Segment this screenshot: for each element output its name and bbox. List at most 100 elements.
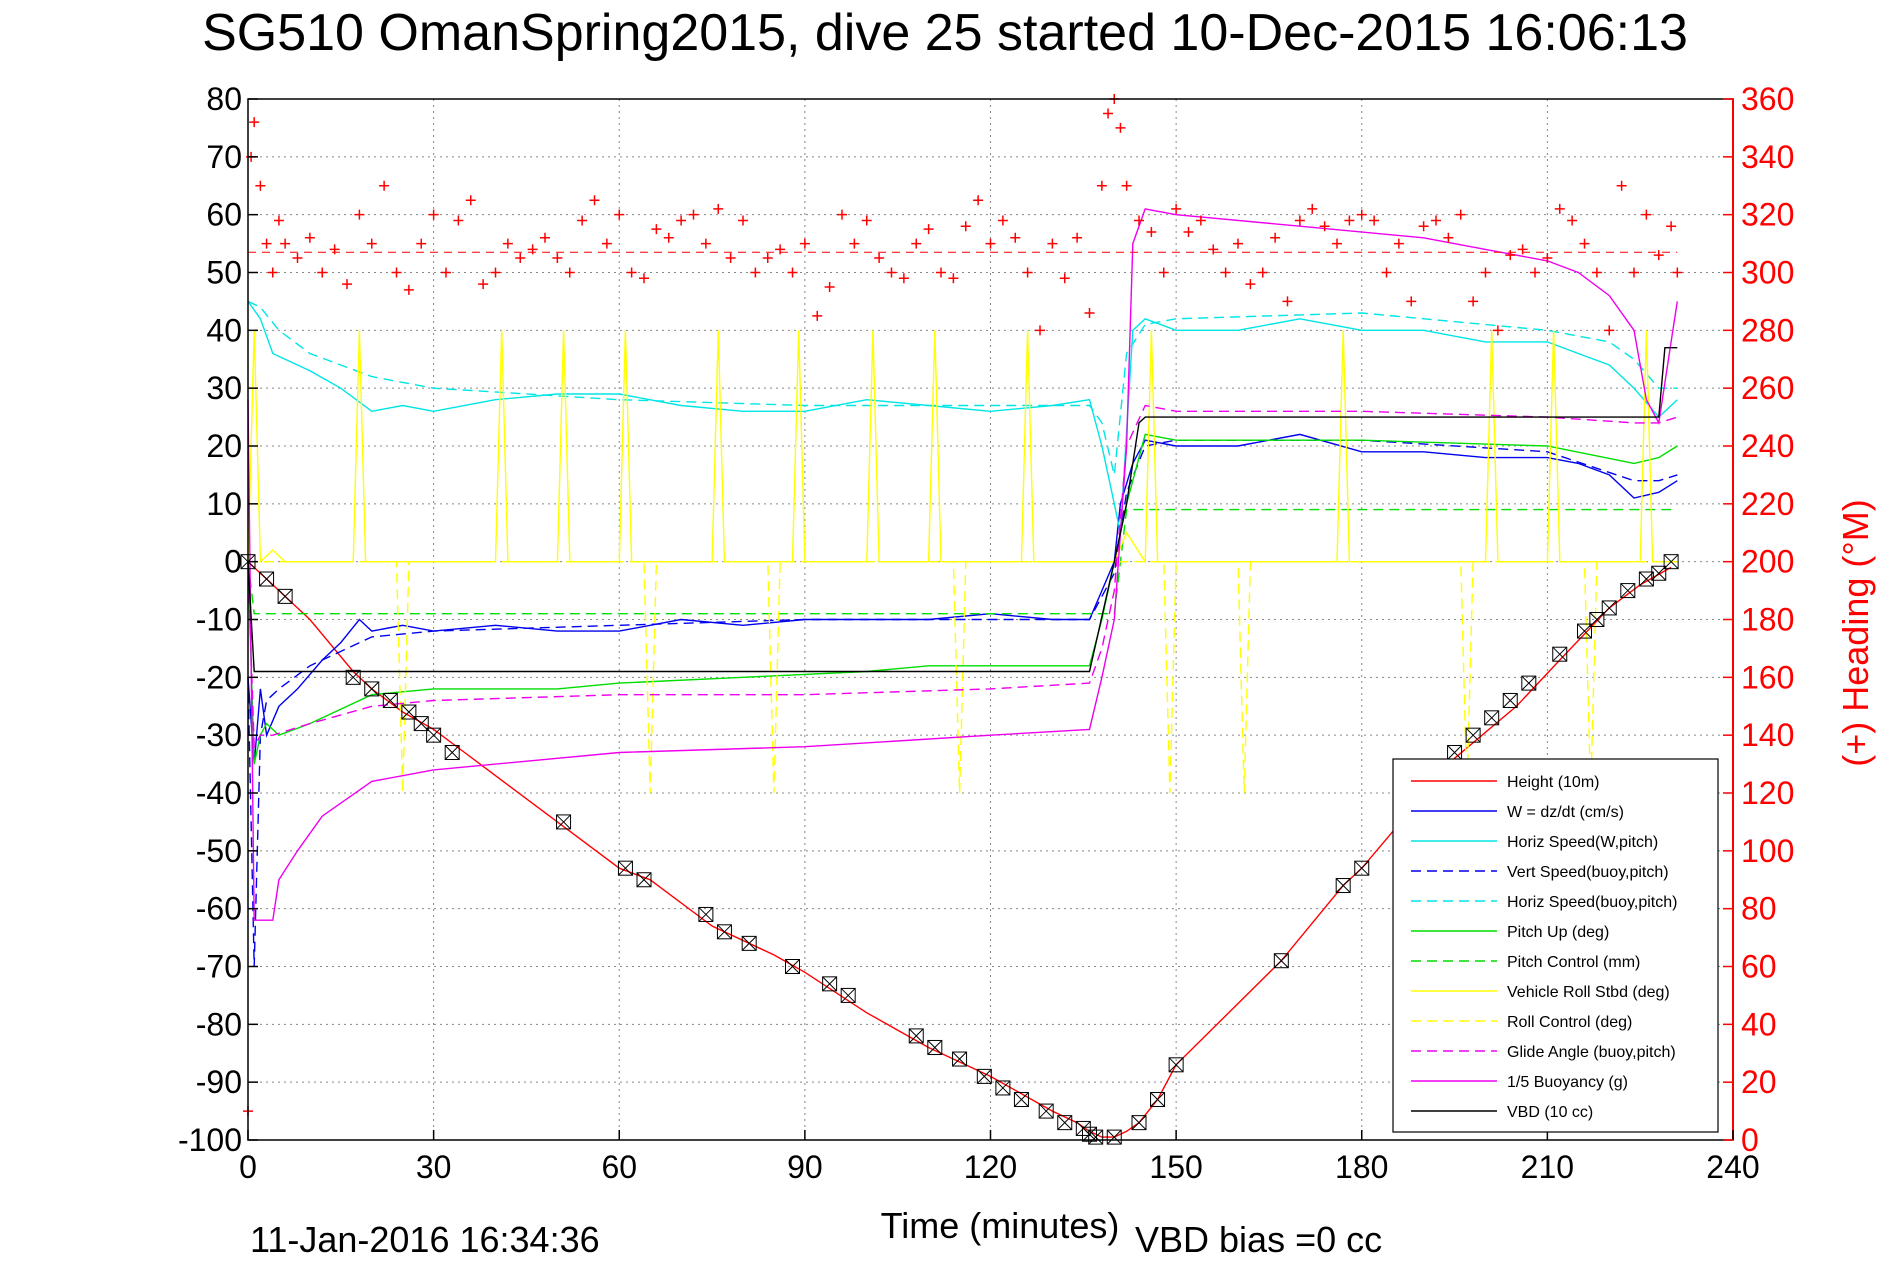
heading-point [651, 224, 662, 235]
y-tick-label: -20 [196, 659, 242, 695]
sample-marker [1651, 565, 1667, 581]
heading-point [1047, 238, 1058, 249]
heading-point [911, 238, 922, 249]
heading-point [540, 232, 550, 243]
x-tick-label: 210 [1521, 1149, 1574, 1185]
sample-marker [1620, 583, 1636, 599]
heading-point [249, 117, 260, 128]
heading-point [973, 195, 984, 206]
x-tick-label: 0 [239, 1149, 257, 1185]
heading-point [1443, 232, 1454, 243]
x-tick-label: 180 [1335, 1149, 1388, 1185]
heading-point [1579, 238, 1590, 249]
heading-point [799, 238, 810, 249]
sample-marker [259, 571, 275, 587]
heading-point [1480, 267, 1491, 278]
heading-point [1282, 296, 1293, 307]
heading-point [738, 215, 748, 226]
y2-ticks: 0 20 40 60 80 100 120 140 160 180 200 220 240 260 280 3… [1723, 81, 1794, 1158]
heading-point [280, 238, 291, 249]
y2-tick-label: 100 [1741, 833, 1794, 869]
sample-marker [636, 872, 652, 888]
x-tick-label: 240 [1706, 1149, 1759, 1185]
y2-tick-label: 260 [1741, 370, 1794, 406]
sample-marker [556, 814, 572, 830]
y-tick-label: 50 [206, 255, 242, 291]
sample-marker [840, 987, 856, 1003]
heading-point [1641, 209, 1652, 220]
sample-marker [364, 681, 380, 697]
heading-point [1121, 180, 1132, 191]
y-tick-label: 60 [206, 197, 242, 233]
heading-point [614, 209, 625, 220]
y2-tick-label: 200 [1741, 544, 1794, 580]
y-tick-label: 20 [206, 428, 242, 464]
heading-point [824, 281, 835, 292]
heading-point [1010, 232, 1021, 243]
heading-point [1294, 215, 1305, 226]
series-line-4 [247, 300, 1678, 476]
footer-timestamp: 11-Jan-2016 16:34:36 [250, 1219, 600, 1260]
sample-marker [426, 727, 442, 743]
y2-tick-label: 220 [1741, 486, 1794, 522]
sample-marker [1484, 710, 1500, 726]
heading-point [552, 253, 563, 264]
chart-title: SG510 OmanSpring2015, dive 25 started 10… [202, 4, 1688, 62]
series-line-3 [247, 439, 1678, 967]
heading-point [762, 253, 773, 264]
heading-point [1344, 215, 1355, 226]
y2-tick-label: 280 [1741, 312, 1794, 348]
y-tick-label: -90 [196, 1064, 242, 1100]
heading-point [564, 267, 575, 278]
heading-point [985, 238, 996, 249]
heading-point [960, 221, 971, 232]
sample-marker [908, 1028, 924, 1044]
legend-label-5: Pitch Up (deg) [1507, 924, 1609, 941]
heading-point [874, 253, 885, 264]
heading-point [1084, 307, 1095, 318]
heading-point [948, 273, 959, 284]
y2-tick-label: 120 [1741, 775, 1794, 811]
legend-label-7: Vehicle Roll Stbd (deg) [1507, 984, 1670, 1001]
y2-tick-label: 60 [1741, 949, 1777, 985]
y-tick-label: -60 [196, 891, 242, 927]
y-tick-label: -80 [196, 1006, 242, 1042]
y-tick-label: -50 [196, 833, 242, 869]
sample-marker [413, 716, 429, 732]
heading-point [329, 244, 340, 255]
y-tick-label: 30 [206, 370, 242, 406]
heading-point [923, 224, 934, 235]
sample-marker [1168, 1057, 1184, 1073]
x-ticks: 0 30 60 90 120 150 180 210 240 [239, 1130, 1760, 1185]
heading-point [601, 238, 612, 249]
heading-point [366, 238, 377, 249]
x-tick-label: 90 [787, 1149, 823, 1185]
heading-point [255, 180, 266, 191]
heading-point [354, 209, 365, 220]
sample-marker [1521, 675, 1537, 691]
y2-tick-label: 360 [1741, 81, 1794, 117]
x-tick-label: 150 [1149, 1149, 1202, 1185]
heading-point [1195, 215, 1206, 226]
footer-vbd-bias: VBD bias =0 cc [1135, 1219, 1382, 1260]
heading-point [725, 253, 736, 264]
y2-axis-label: (+) Heading (°M) [1835, 499, 1876, 766]
y-ticks: -100-90-80-70-60-50-40-30-20-10010203040… [178, 81, 258, 1158]
sample-marker [1589, 612, 1605, 627]
heading-point [527, 244, 538, 255]
legend-label-9: Glide Angle (buoy,pitch) [1507, 1044, 1676, 1061]
y2-tick-label: 0 [1741, 1122, 1759, 1158]
heading-point [589, 195, 600, 206]
heading-point [1418, 221, 1429, 232]
legend-label-6: Pitch Control (mm) [1507, 954, 1640, 971]
y2-tick-label: 20 [1741, 1064, 1777, 1100]
heading-point [1146, 227, 1157, 238]
heading-point [1072, 232, 1083, 243]
heading-point [1270, 232, 1281, 243]
heading-point [1554, 203, 1565, 214]
heading-point [1616, 180, 1627, 191]
heading-point [1307, 203, 1318, 214]
sample-marker [698, 906, 714, 922]
heading-point [1035, 325, 1045, 336]
